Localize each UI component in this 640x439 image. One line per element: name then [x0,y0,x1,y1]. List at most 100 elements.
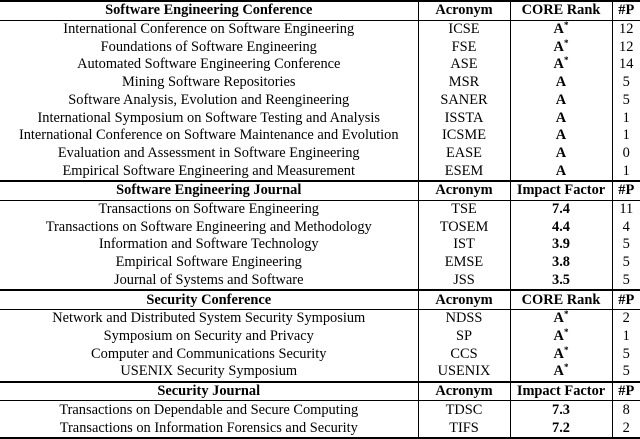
venue-name: Transactions on Information Forensics an… [0,419,418,439]
col-acronym-header: Acronym [417,380,510,402]
col-acronym-header: Acronym [417,179,510,201]
venue-name: Mining Software Repositories [122,74,296,91]
col-count-header: #P [611,179,640,201]
metric-value: A [553,21,564,38]
table-row: Empirical Software Engineering EMSE 3.8 5 [0,253,640,272]
col-acronym-header: Acronym [417,0,510,21]
venue-metric: A [509,73,612,92]
paper-count: 5 [611,253,640,272]
metric-value: A [553,345,564,362]
venue-name: Computer and Communications Security [91,345,327,362]
venue-name: Empirical Software Engineering and Measu… [62,162,355,179]
venue-name: Information and Software Technology [98,236,319,253]
venue-acronym: TIFS [417,419,510,439]
table-row: Evaluation and Assessment in Software En… [0,144,640,163]
venue-metric: A [509,109,612,127]
metric-value: 7.2 [552,419,570,436]
table-row: Automated Software Engineering Conferenc… [0,56,640,74]
venue-acronym: EASE [417,144,510,163]
venue-acronym: ISSTA [417,109,510,127]
venue-name: International Symposium on Software Test… [37,109,380,126]
venue-metric: 3.9 [509,236,612,254]
rank-star: * [563,309,569,320]
section-title: Security Journal [0,380,418,402]
table-row: Software Analysis, Evolution and Reengin… [0,91,640,110]
table-row: Computer and Communications Security CCS A… [0,345,640,363]
venue-acronym: JSS [417,271,510,291]
paper-count: 1 [611,162,640,181]
section-header-row: Software Engineering Conference Acronym CO… [0,0,640,21]
venue-metric: 7.3 [509,400,612,420]
venue-metric: A* [509,56,612,74]
table-row: Mining Software Repositories MSR A 5 [0,73,640,92]
venue-acronym: TOSEM [417,218,510,237]
col-metric-header: Impact Factor [509,179,612,201]
venue-acronym: TDSC [417,400,510,420]
section-title: Software Engineering Journal [0,179,418,201]
venue-acronym: SANER [417,91,510,110]
rank-star: * [563,345,569,355]
paper-count: 5 [611,271,640,291]
venue-acronym: EMSE [417,253,510,272]
metric-value: A [553,363,564,380]
venue-acronym: MSR [417,73,510,92]
table-row: Transactions on Software Engineering and… [0,218,640,237]
venue-name: Automated Software Engineering Conferenc… [77,56,341,73]
col-acronym-header: Acronym [417,289,510,310]
metric-value: A [555,127,567,144]
metric-value: A [555,74,567,91]
col-metric-header: CORE Rank [509,289,612,310]
metric-value: 3.9 [552,236,570,253]
paper-count: 2 [611,419,640,439]
venue-metric: 7.2 [509,419,612,439]
venue-metric: A [509,144,612,163]
paper-count: 5 [611,236,640,254]
metric-value: A [553,38,564,55]
table-row: International Conference on Software Mai… [0,126,640,145]
venue-name: Empirical Software Engineering [115,254,302,271]
venue-name: International Conference on Software Mai… [18,127,399,144]
metric-value: 7.4 [552,201,570,218]
venue-metric: A* [509,309,612,328]
venue-metric: A* [509,20,612,39]
rank-star: * [563,56,569,66]
metric-value: A [555,109,567,126]
venue-acronym: ICSE [417,20,510,39]
metric-value: A [553,56,564,73]
paper-count: 5 [611,363,640,382]
venue-acronym: NDSS [417,309,510,328]
venue-name: Journal of Systems and Software [114,271,304,288]
rank-star: * [563,327,569,337]
table-row: Empirical Software Engineering and Measu… [0,162,640,181]
col-metric-header: Impact Factor [509,380,612,402]
venue-name: USENIX Security Symposium [120,363,298,380]
section-header-row: Security Conference Acronym CORE Rank #P [0,289,640,310]
col-count-header: #P [611,380,640,402]
venue-metric: A [509,126,612,145]
metric-value: A [555,162,567,179]
metric-value: A [553,310,564,327]
venue-name: Transactions on Software Engineering and… [45,218,372,235]
venue-acronym: ASE [417,56,510,74]
section-title: Security Conference [0,289,418,310]
venue-metric: 4.4 [509,218,612,237]
paper-count: 5 [611,73,640,92]
rank-star: * [563,363,569,373]
metric-value: A [555,144,567,161]
col-metric-header: CORE Rank [509,0,612,21]
paper-count: 2 [611,309,640,328]
venue-acronym: ESEM [417,162,510,181]
table-row: International Symposium on Software Test… [0,109,640,127]
venue-name: Network and Distributed System Security … [52,310,366,327]
rank-star: * [563,20,569,31]
venue-name: Foundations of Software Engineering [100,38,317,55]
metric-value: 3.8 [552,254,570,271]
paper-count: 1 [611,126,640,145]
table-row: Network and Distributed System Security … [0,309,640,328]
venue-acronym: SP [417,327,510,346]
venue-metric: 3.5 [509,271,612,291]
col-count-header: #P [611,289,640,310]
section-header-row: Security Journal Acronym Impact Factor #P [0,380,640,402]
venue-name: Software Analysis, Evolution and Reengin… [68,91,350,108]
